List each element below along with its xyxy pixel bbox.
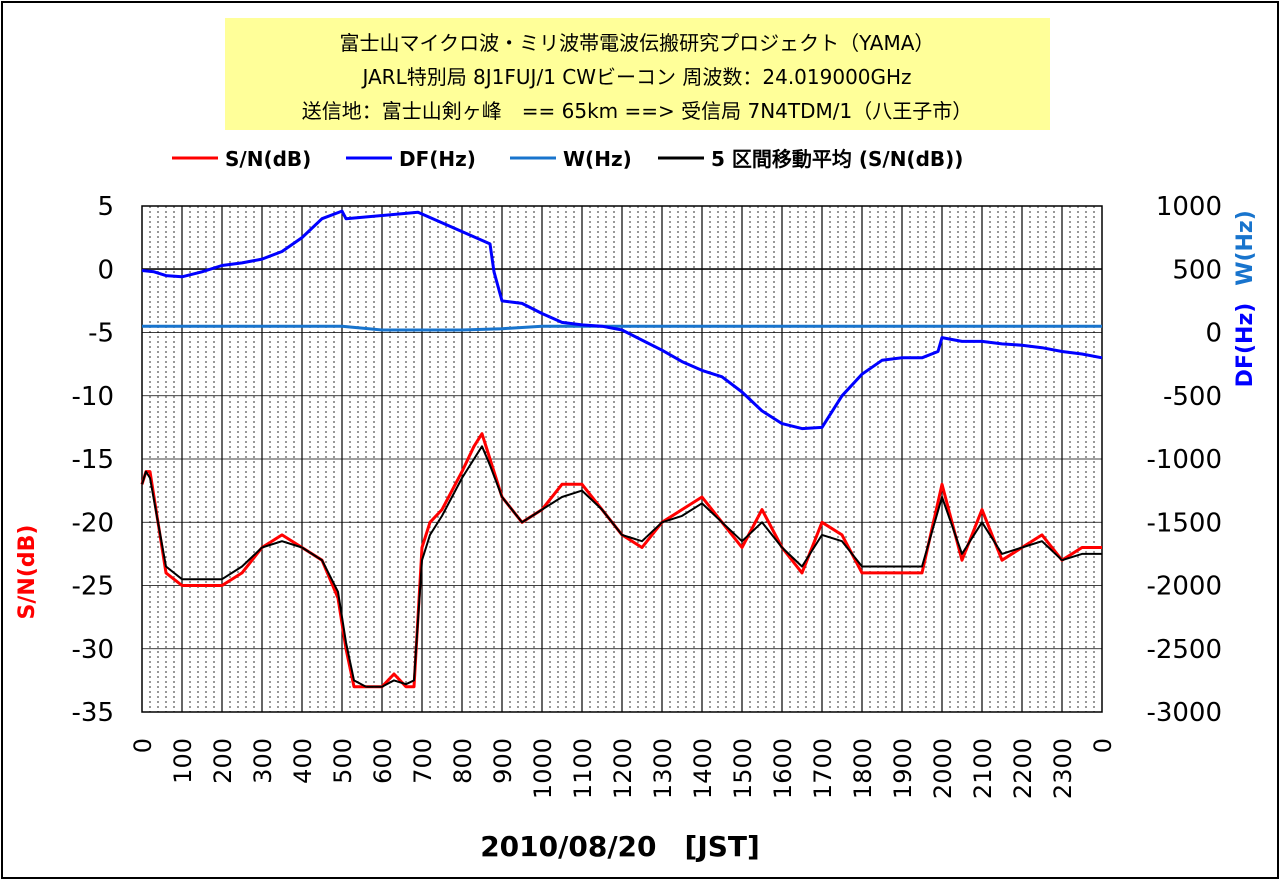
y-tick-label-left: -35	[72, 698, 114, 728]
y-tick-label-right: -500	[1163, 382, 1222, 412]
x-tick-label: 100	[169, 738, 197, 784]
x-tick-label: 800	[449, 738, 477, 784]
legend-label-df: DF(Hz)	[399, 147, 476, 171]
x-tick-label: 2000	[929, 738, 957, 799]
x-axis-label: 2010/08/20 [JST]	[480, 830, 760, 863]
series-line-w	[142, 324, 1102, 332]
x-tick-label: 600	[369, 738, 397, 784]
y-tick-label-left: -15	[72, 445, 114, 475]
y-tick-label-right: -1500	[1146, 508, 1222, 538]
y-tick-label-left: -10	[72, 382, 114, 412]
x-tick-label: 1800	[849, 738, 877, 799]
x-tick-label: 1400	[689, 738, 717, 799]
y-ticks-left: 5 0 -5 -10 -15 -20 -25 -30 -35	[72, 192, 114, 728]
x-tick-label: 1300	[649, 738, 677, 799]
x-tick-label: 2100	[969, 738, 997, 799]
y-tick-label-left: 0	[97, 255, 114, 285]
y-tick-label-right: -3000	[1146, 698, 1222, 728]
y-tick-label-right: 500	[1172, 255, 1222, 285]
y-ticks-right: 1000 500 0 -500 -1000 -1500 -2000 -2500 -3000	[1146, 192, 1222, 728]
y-tick-label-left: -30	[72, 635, 114, 665]
series-line-moving-average	[141, 445, 1102, 688]
x-tick-label: 1500	[729, 738, 757, 799]
legend-label-ma: 5 区間移動平均 (S/N(dB))	[711, 147, 963, 171]
legend-label-w: W(Hz)	[563, 147, 632, 171]
x-tick-label: 1900	[889, 738, 917, 799]
y-tick-label-right: -2500	[1146, 635, 1222, 665]
x-tick-label: 1700	[809, 738, 837, 799]
x-tick-label: 2200	[1009, 738, 1037, 799]
title-line-2: JARL特別局 8J1FUJ/1 CWビーコン 周波数：24.019000GHz	[360, 65, 911, 89]
x-tick-label: 1000	[529, 738, 557, 799]
x-tick-label: 1200	[609, 738, 637, 799]
y-tick-label-right: -2000	[1146, 572, 1222, 602]
x-tick-label: 1600	[769, 738, 797, 799]
y-axis-label-right-w: W(Hz)	[1233, 210, 1258, 286]
y-tick-label-right: 0	[1205, 319, 1222, 349]
x-ticks: 0 100 200 300 400 500 600 700 800 900 1000 1100 1200…	[129, 738, 1117, 799]
y-axis-label-left: S/N(dB)	[15, 525, 40, 620]
y-tick-label-right: 1000	[1156, 192, 1222, 222]
x-tick-label: 700	[409, 738, 437, 784]
y-tick-label-right: -1000	[1146, 445, 1222, 475]
x-tick-label: 0	[1089, 738, 1117, 753]
title-line-1: 富士山マイクロ波・ミリ波帯電波伝搬研究プロジェクト（YAMA）	[340, 31, 935, 55]
title-box: 富士山マイクロ波・ミリ波帯電波伝搬研究プロジェクト（YAMA） JARL特別局 …	[225, 18, 1050, 130]
y-tick-label-left: -25	[72, 572, 114, 602]
legend: S/N(dB) DF(Hz) W(Hz) 5 区間移動平均 (S/N(dB))	[172, 147, 963, 171]
title-background	[225, 18, 1050, 130]
legend-label-sn: S/N(dB)	[225, 147, 311, 171]
x-tick-label: 300	[249, 738, 277, 784]
x-tick-label: 900	[489, 738, 517, 784]
x-tick-label: 400	[289, 738, 317, 784]
x-tick-label: 0	[129, 738, 157, 753]
x-tick-label: 200	[209, 738, 237, 784]
title-line-3: 送信地：富士山剣ヶ峰 == 65km ==> 受信局 7N4TDM/1（八王子市…	[302, 99, 972, 123]
x-tick-label: 2300	[1049, 738, 1077, 799]
y-tick-label-left: -5	[88, 319, 114, 349]
y-tick-label-left: 5	[97, 192, 114, 222]
series-layer	[140, 209, 1103, 689]
y-axis-label-right-df: DF(Hz)	[1233, 303, 1258, 388]
series-line-df	[141, 209, 1103, 431]
x-tick-label: 500	[329, 738, 357, 784]
x-tick-label: 1100	[569, 738, 597, 799]
y-tick-label-left: -20	[72, 508, 114, 538]
